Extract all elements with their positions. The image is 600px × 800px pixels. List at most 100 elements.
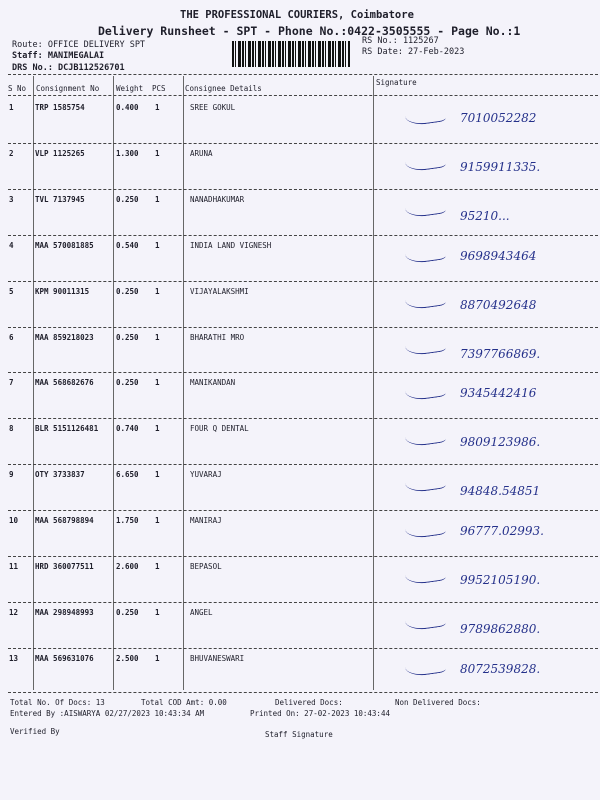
weight: 6.650 <box>116 470 139 480</box>
signature-scribble <box>403 469 447 494</box>
col-signature: Signature <box>376 78 417 87</box>
pieces: 1 <box>155 240 160 250</box>
handwritten-phone: 9789862880. <box>460 621 541 636</box>
serial-number: 3 <box>9 194 14 204</box>
pieces: 1 <box>155 516 160 526</box>
handwritten-phone: 9809123986. <box>460 435 541 450</box>
weight: 2.500 <box>116 653 139 663</box>
serial-number: 10 <box>9 516 19 526</box>
delivered-docs: Delivered Docs: <box>275 698 343 707</box>
serial-number: 6 <box>9 332 14 342</box>
pieces: 1 <box>155 148 160 158</box>
handwritten-phone: 8870492648 <box>460 297 537 312</box>
pieces: 1 <box>155 103 160 112</box>
col-weight: Weight <box>116 84 144 93</box>
signature-scribble <box>403 607 447 632</box>
row-divider <box>8 601 598 603</box>
signature-scribble <box>403 423 447 448</box>
table-row: 2 VLP 1125265 1.300 1 ARUNA 9159911335. <box>0 142 600 189</box>
printed-on: Printed On: 27-02-2023 10:43:44 <box>250 709 390 718</box>
divider <box>8 95 598 96</box>
handwritten-phone: 95210... <box>460 208 510 223</box>
handwritten-phone: 9159911335. <box>460 159 541 174</box>
signature: 9345442416 <box>375 372 595 418</box>
signature: 7010052282 <box>375 97 595 143</box>
pieces: 1 <box>155 332 160 342</box>
table-row: 1 TRP 1585754 0.400 1 SREE GOKUL 7010052282 <box>0 97 600 143</box>
pieces: 1 <box>155 470 160 480</box>
column-line <box>113 76 114 690</box>
serial-number: 2 <box>9 148 14 158</box>
weight: 1.300 <box>116 148 139 158</box>
divider <box>8 74 598 75</box>
consignment-number: MAA 570081885 <box>35 240 94 250</box>
barcode <box>232 41 350 67</box>
weight: 0.400 <box>116 103 139 112</box>
consignment-number: MAA 859218023 <box>35 332 94 342</box>
consignee: BHUVANESWARI <box>190 653 245 663</box>
row-divider <box>8 234 598 236</box>
consignee: MANIRAJ <box>190 516 222 526</box>
col-consignment: Consignment No <box>36 84 100 93</box>
consignment-number: VLP 1125265 <box>35 148 85 158</box>
consignee: NANADHAKUMAR <box>190 194 245 204</box>
staff-signature: Staff Signature <box>265 730 333 739</box>
consignee: INDIA LAND VIGNESH <box>190 240 272 250</box>
signature: 96777.02993. <box>375 510 595 556</box>
signature: 8072539828. <box>375 648 595 694</box>
consignee: VIJAYALAKSHMI <box>190 286 249 296</box>
row-divider <box>8 372 598 374</box>
serial-number: 8 <box>9 424 14 434</box>
weight: 0.250 <box>116 286 139 296</box>
row-divider <box>8 464 598 466</box>
signature: 94848.54851 <box>375 464 595 510</box>
serial-number: 12 <box>9 607 19 617</box>
consignment-number: MAA 568798894 <box>35 516 94 526</box>
non-delivered-docs: Non Delivered Docs: <box>395 698 481 707</box>
table-row: 12 MAA 298948993 0.250 1 ANGEL 9789862880. <box>0 601 600 648</box>
consignee: SREE GOKUL <box>190 103 236 112</box>
table-row: 8 BLR 5151126481 0.740 1 FOUR Q DENTAL 980912… <box>0 418 600 464</box>
serial-number: 4 <box>9 240 14 250</box>
consignment-number: OTY 3733837 <box>35 470 85 480</box>
signature: 95210... <box>375 189 595 235</box>
entered-by: Entered By :AISWARYA 02/27/2023 10:43:34… <box>10 709 205 718</box>
consignment-number: KPM 90011315 <box>35 286 90 296</box>
signature-scribble <box>403 515 447 540</box>
serial-number: 1 <box>9 103 14 112</box>
weight: 0.250 <box>116 607 139 617</box>
handwritten-phone: 94848.54851 <box>460 484 541 499</box>
weight: 0.250 <box>116 332 139 342</box>
row-divider <box>8 142 598 144</box>
consignment-number: TVL 7137945 <box>35 194 85 204</box>
table-row: 9 OTY 3733837 6.650 1 YUVARAJ 94848.54851 <box>0 464 600 510</box>
signature: 9809123986. <box>375 418 595 464</box>
signature: 7397766869. <box>375 327 595 373</box>
pieces: 1 <box>155 653 160 663</box>
signature-scribble <box>403 285 447 311</box>
consignment-number: TRP 1585754 <box>35 103 85 112</box>
row-divider <box>8 510 598 512</box>
signature-scribble <box>403 194 447 219</box>
company-title: THE PROFESSIONAL COURIERS, Coimbatore <box>180 9 414 21</box>
pieces: 1 <box>155 562 160 571</box>
consignee: MANIKANDAN <box>190 378 236 388</box>
pieces: 1 <box>155 378 160 388</box>
consignee: BHARATHI MRO <box>190 332 245 342</box>
weight: 0.250 <box>116 194 139 204</box>
row-divider <box>8 556 598 557</box>
consignee: ANGEL <box>190 607 213 617</box>
consignee: BEPASOL <box>190 562 222 571</box>
pieces: 1 <box>155 286 160 296</box>
pieces: 1 <box>155 607 160 617</box>
weight: 2.600 <box>116 562 139 571</box>
table-row: 5 KPM 90011315 0.250 1 VIJAYALAKSHMI 88704926… <box>0 280 600 327</box>
verified-by: Verified By <box>10 727 60 736</box>
handwritten-phone: 9345442416 <box>460 386 537 401</box>
signature-scribble <box>403 239 447 265</box>
rs-date: RS Date: 27-Feb-2023 <box>362 47 465 57</box>
weight: 1.750 <box>116 516 139 526</box>
handwritten-phone: 7010052282 <box>460 111 537 125</box>
table-row: 13 MAA 569631076 2.500 1 BHUVANESWARI 8072539… <box>0 647 600 694</box>
signature: 9952105190. <box>375 556 595 602</box>
